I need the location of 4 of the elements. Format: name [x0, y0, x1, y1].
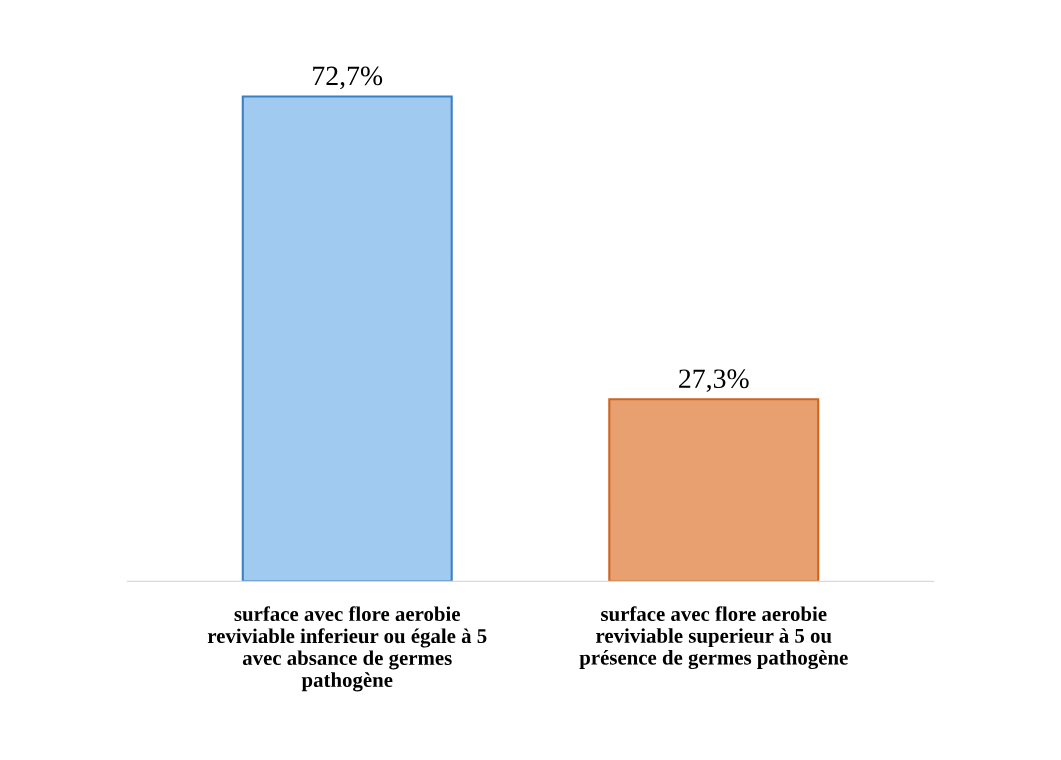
data-label: 72,7%: [313, 66, 383, 90]
x-tick-label: surface avec flore aerobie reviviable inferieur ou égale à 5 avec absance de germes pathogène: [207, 606, 487, 692]
data-label: 27,3%: [679, 369, 749, 393]
x-tick-label: surface avec flore aerobie reviviable superieur à 5 ou présence de germes pathogène: [579, 606, 848, 670]
